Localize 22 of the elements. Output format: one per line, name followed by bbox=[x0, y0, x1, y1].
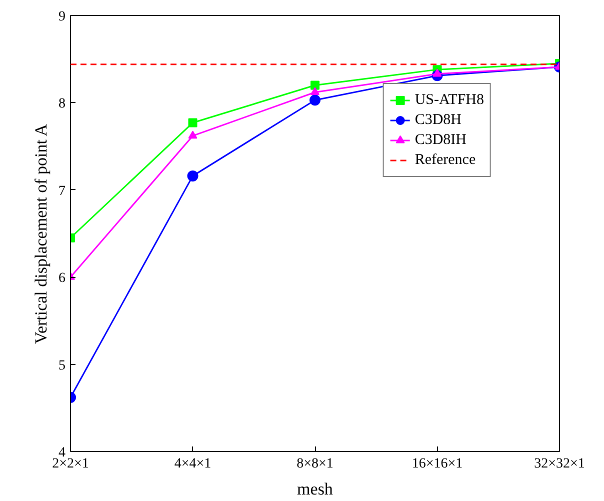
x-tick-label: 8×8×1 bbox=[296, 456, 334, 472]
x-tick-label: 16×16×1 bbox=[412, 456, 463, 472]
y-tick-label: 9 bbox=[58, 10, 66, 24]
point bbox=[310, 80, 320, 90]
legend-label: US-ATFH8 bbox=[414, 92, 484, 108]
y-tick-label: 7 bbox=[58, 184, 66, 199]
legend-label: Reference bbox=[414, 152, 476, 168]
point bbox=[188, 118, 198, 128]
point bbox=[188, 130, 198, 139]
x-tick-label: 32×32×1 bbox=[534, 456, 585, 472]
y-tick-label: 5 bbox=[58, 358, 66, 374]
y-tick-label: 6 bbox=[58, 271, 66, 286]
legend-label: C3D8H bbox=[414, 112, 462, 128]
point bbox=[310, 87, 320, 96]
x-axis-title: mesh bbox=[297, 480, 334, 498]
y-tick-label: 8 bbox=[58, 96, 66, 112]
point bbox=[432, 68, 442, 77]
point bbox=[187, 170, 198, 182]
point bbox=[310, 94, 320, 106]
y-axis-title: Vertical displacement of point A bbox=[32, 123, 50, 344]
legend-label: C3D8IH bbox=[414, 132, 466, 148]
x-tick-label: 4×4×1 bbox=[174, 456, 212, 472]
